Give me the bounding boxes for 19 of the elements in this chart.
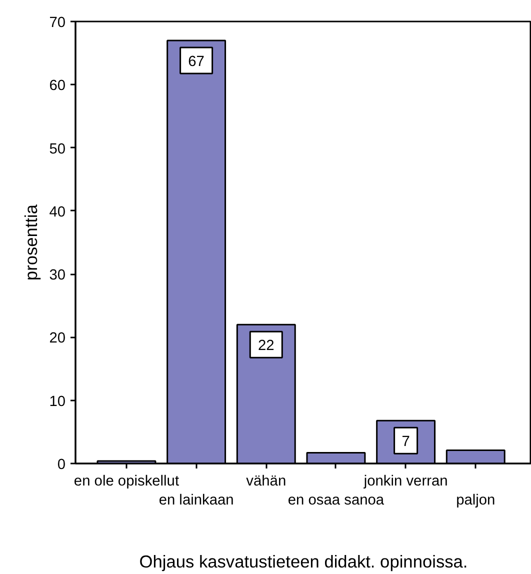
y-tick-label: 30	[49, 268, 66, 284]
x-tick-label: en ole opiskellut	[74, 474, 180, 490]
y-axis-title: prosenttia	[21, 204, 42, 281]
x-tick-label: en lainkaan	[158, 492, 234, 509]
y-tick-label: 0	[57, 457, 66, 473]
x-tick-label: en osaa sanoa	[288, 492, 385, 509]
x-tick-label: paljon	[456, 492, 496, 509]
data-label: 22	[258, 338, 274, 354]
x-tick-label: jonkin verran	[362, 474, 448, 490]
y-tick-label: 70	[49, 15, 66, 31]
y-tick-label: 50	[49, 141, 66, 158]
y-tick-label: 20	[49, 330, 66, 347]
y-tick-label: 40	[49, 204, 66, 220]
data-label: 7	[402, 434, 410, 450]
x-tick-label: vähän	[246, 474, 286, 490]
y-tick-label: 60	[49, 78, 66, 94]
y-tick-label: 10	[49, 394, 66, 410]
x-axis-title: Ohjaus kasvatustieteen didakt. opinnoissa.	[139, 552, 468, 572]
data-label: 67	[188, 54, 204, 70]
